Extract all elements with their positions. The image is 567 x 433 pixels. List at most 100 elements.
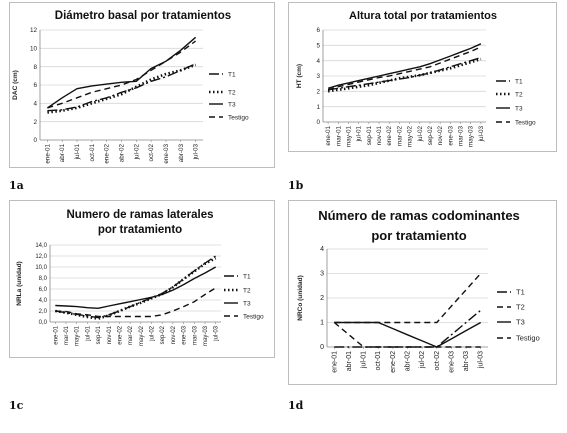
y-axis-label: DAC (cm) <box>12 70 19 100</box>
y-tick-label: 2 <box>316 89 320 96</box>
legend-label-testigo: Testigo <box>228 114 249 121</box>
x-tick-label: may-03 <box>203 325 209 346</box>
x-tick-label: jul-02 <box>419 351 426 369</box>
y-tick-label: 0,0 <box>39 320 48 326</box>
series-line-testigo <box>327 46 482 91</box>
y-tick-label: 10 <box>30 46 38 53</box>
y-tick-label: 14,0 <box>35 243 47 249</box>
x-tick-label: ene-03 <box>163 144 170 164</box>
x-tick-label: oct-01 <box>375 351 382 371</box>
chart-title-line-2: por tratamiento <box>371 228 466 243</box>
x-tick-label: jul-02 <box>133 144 140 161</box>
x-tick-label: ene-02 <box>104 144 111 164</box>
legend-label-t2: T2 <box>243 287 251 294</box>
chart-title-line-1: Número de ramas codominantes <box>318 208 520 223</box>
x-tick-label: jul-03 <box>478 351 485 369</box>
chart-title: Diámetro basal por tratamientos <box>55 10 231 22</box>
y-tick-label: 3 <box>316 73 320 80</box>
y-tick-label: 0 <box>316 119 320 126</box>
chart-panel-1a: 0 2 4 6 8 10 12 ene-01 abr-01 jul-01 oct-01 ene-02 a… <box>9 2 275 168</box>
series-line-t2 <box>47 63 197 114</box>
y-tick-label: 2 <box>33 119 37 126</box>
y-tick-label: 6,0 <box>39 287 48 293</box>
series-line-t3 <box>334 321 482 348</box>
series-line-t2 <box>55 257 217 320</box>
legend-label-t1: T1 <box>515 78 523 85</box>
x-tick-label: jul-03 <box>478 126 485 143</box>
x-tick-label: ene-02 <box>386 126 393 146</box>
x-tick-label: ene-03 <box>447 126 454 146</box>
caption-1c: 1c <box>9 399 24 412</box>
legend-label-testigo: Testigo <box>515 119 536 126</box>
legend-label-t3: T3 <box>515 105 523 112</box>
x-tick-label: abr-03 <box>178 144 185 163</box>
x-tick-label: may-02 <box>139 325 145 346</box>
legend-label-t1: T1 <box>516 287 525 296</box>
caption-1a: 1a <box>9 179 24 192</box>
x-tick-label: ene-01 <box>44 144 51 164</box>
x-tick-label: mar-01 <box>335 126 342 146</box>
legend-label-testigo: Testigo <box>516 333 540 342</box>
x-tick-label: abr-01 <box>346 351 353 371</box>
y-tick-label: 12,0 <box>35 254 47 260</box>
x-tick-label: jul-01 <box>356 126 363 143</box>
y-tick-label: 10,0 <box>35 265 47 271</box>
x-tick-label: jul-03 <box>193 144 200 161</box>
x-tick-label: mar-02 <box>396 126 403 146</box>
y-tick-label: 0 <box>320 344 324 351</box>
legend-label-t1: T1 <box>243 273 251 280</box>
legend-label-t3: T3 <box>228 101 236 108</box>
y-tick-label: 4,0 <box>39 298 48 304</box>
x-tick-label: ene-01 <box>325 126 332 146</box>
y-tick-label: 3 <box>320 271 324 278</box>
chart-title: Altura total por tratamientos <box>349 10 497 22</box>
y-tick-label: 12 <box>30 27 38 34</box>
series-line-t1 <box>334 309 482 348</box>
x-tick-label: jul-02 <box>150 325 156 341</box>
series-line-t3 <box>55 266 217 310</box>
legend-label-testigo: Testigo <box>243 313 264 320</box>
chart-panel-1b: 0 1 2 3 4 5 6 ene-01 mar-01 may-01 jul-01 sep-01 nov… <box>288 2 557 152</box>
y-tick-label: 4 <box>320 246 324 253</box>
chart-title-line-1: Numero de ramas laterales <box>66 209 213 221</box>
x-tick-label: abr-03 <box>463 351 470 371</box>
y-tick-label: 2,0 <box>39 309 48 315</box>
x-tick-label: mar-03 <box>458 126 465 146</box>
y-axis-label: NRCo (unidad) <box>297 275 304 321</box>
x-tick-label: nov-01 <box>107 325 113 344</box>
x-tick-label: ene-01 <box>53 325 59 344</box>
x-tick-label: abr-02 <box>405 351 412 371</box>
legend-label-t1: T1 <box>228 71 236 78</box>
x-tick-label: oct-02 <box>148 144 155 162</box>
x-tick-label: ene-02 <box>390 351 397 373</box>
y-tick-label: 1 <box>316 104 320 111</box>
y-axis-label: NRLa (unidad) <box>16 261 23 305</box>
x-tick-label: jul-01 <box>74 144 81 161</box>
x-tick-label: nov-01 <box>376 126 383 146</box>
legend-label-t2: T2 <box>516 302 525 311</box>
x-tick-label: oct-01 <box>89 144 96 162</box>
x-tick-label: nov-02 <box>171 325 177 344</box>
series-line-testigo <box>47 40 197 109</box>
chart-panel-1c: 0,0 2,0 4,0 6,0 8,0 10,0 12,0 14,0 ene-01 mar-01 m… <box>9 200 275 358</box>
y-tick-label: 6 <box>316 27 320 34</box>
chart-svg-1a: 0 2 4 6 8 10 12 ene-01 abr-01 jul-01 oct-01 ene-02 a… <box>12 10 249 164</box>
chart-title-line-2: por tratamiento <box>98 224 182 236</box>
x-tick-label: jul-02 <box>417 126 424 143</box>
y-tick-label: 4 <box>316 58 320 65</box>
x-tick-label: mar-02 <box>128 325 134 345</box>
x-tick-label: ene-03 <box>182 325 188 344</box>
x-tick-label: may-01 <box>75 325 81 346</box>
y-tick-label: 0 <box>33 137 37 144</box>
x-tick-label: jul-01 <box>361 351 368 369</box>
y-tick-label: 2 <box>320 295 324 302</box>
x-tick-label: jul-03 <box>214 325 220 341</box>
chart-panel-1d: 0 1 2 3 4 ene-01 abr-01 jul-01 oct-01 ene-02 abr-0… <box>288 200 557 385</box>
series-line-testigo <box>334 273 482 324</box>
caption-1d: 1d <box>288 399 304 412</box>
x-tick-label: sep-02 <box>427 126 434 146</box>
series-line-t3 <box>327 43 482 89</box>
x-tick-label: jul-01 <box>85 325 91 341</box>
chart-svg-1c: 0,0 2,0 4,0 6,0 8,0 10,0 12,0 14,0 ene-01 mar-01 m… <box>16 209 264 346</box>
